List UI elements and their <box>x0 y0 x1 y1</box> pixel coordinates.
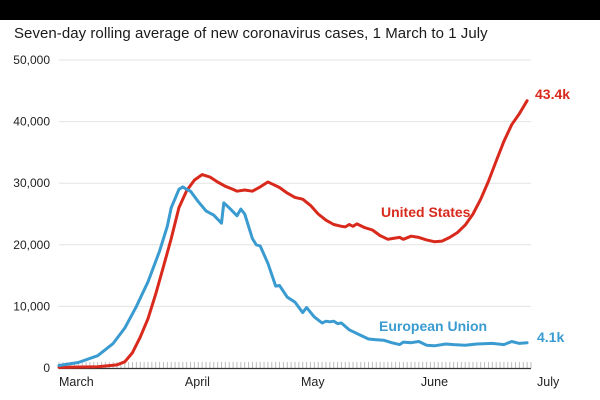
x-tick-label: March <box>59 375 94 389</box>
y-axis-ticks: 0 10,000 20,000 30,000 40,000 50,000 <box>13 53 50 375</box>
x-tick-label: April <box>185 375 210 389</box>
y-tick-label: 20,000 <box>13 238 50 252</box>
series-labels: United States European Union 43.4k 4.1k <box>379 86 570 345</box>
gridlines <box>59 59 531 307</box>
series-label-united-states: United States <box>381 204 471 220</box>
series-line-united-states <box>57 99 529 369</box>
end-label-united-states: 43.4k <box>535 86 570 102</box>
x-tick-label: May <box>301 375 325 389</box>
x-tick-label: June <box>421 375 448 389</box>
y-tick-label: 10,000 <box>13 299 50 313</box>
x-tick-label: July <box>537 375 560 389</box>
x-axis: March April May June July <box>58 362 560 389</box>
y-tick-label: 50,000 <box>13 53 50 67</box>
y-tick-label: 0 <box>43 361 50 375</box>
series-label-european-union: European Union <box>379 318 487 334</box>
top-black-bar <box>0 0 600 20</box>
series-line-european-union <box>57 185 529 367</box>
y-tick-label: 40,000 <box>13 115 50 129</box>
chart-title: Seven-day rolling average of new coronav… <box>14 25 488 42</box>
end-label-european-union: 4.1k <box>537 329 564 345</box>
series-lines <box>57 99 529 369</box>
y-tick-label: 30,000 <box>13 176 50 190</box>
